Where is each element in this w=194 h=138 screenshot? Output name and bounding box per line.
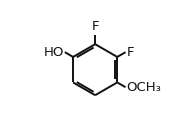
Text: OCH₃: OCH₃ <box>127 81 161 94</box>
Text: F: F <box>91 20 99 33</box>
Text: HO: HO <box>43 46 64 59</box>
Text: F: F <box>127 46 134 59</box>
